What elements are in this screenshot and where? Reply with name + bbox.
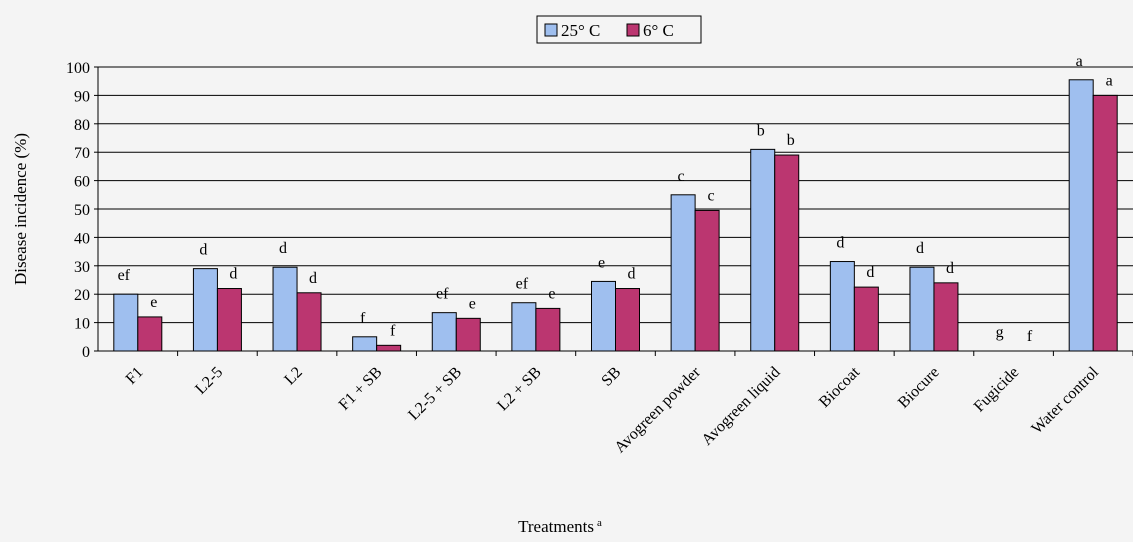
bars — [113, 79, 1118, 352]
bar-6c — [933, 282, 959, 352]
y-tick-label: 70 — [74, 145, 90, 162]
y-tick-label: 0 — [82, 344, 90, 361]
legend-label-25c: 25° C — [561, 21, 600, 40]
y-tick-label: 50 — [74, 202, 90, 219]
y-tick-label: 20 — [74, 287, 90, 304]
significance-label: f — [360, 310, 366, 327]
significance-label: a — [1076, 53, 1083, 70]
significance-label: e — [150, 294, 157, 311]
bar-6c — [694, 209, 720, 352]
bar-25c — [1068, 79, 1094, 352]
significance-label: b — [757, 122, 765, 139]
x-axis-title: Treatments a — [518, 517, 602, 536]
y-tick-label: 30 — [74, 259, 90, 276]
bar-6c — [376, 344, 402, 352]
category-label: Biocure — [895, 364, 943, 412]
significance-label: f — [1027, 328, 1033, 345]
y-axis-title: Disease incidence (%) — [11, 133, 30, 285]
bar-6c — [535, 307, 561, 352]
bar-25c — [192, 268, 218, 352]
category-label: Avogreen powder — [611, 363, 704, 456]
legend-label-6c: 6° C — [643, 21, 674, 40]
bar-6c — [774, 154, 800, 352]
category-label: F1 — [123, 364, 147, 388]
significance-label: e — [548, 285, 555, 302]
significance-label: d — [229, 266, 237, 283]
significance-label: ef — [516, 276, 529, 293]
y-tick-label: 90 — [74, 88, 90, 105]
category-label: L2-5 + SB — [405, 364, 465, 424]
legend-swatch-6c — [626, 23, 640, 37]
bar-6c — [1092, 94, 1118, 352]
grid-lines — [98, 66, 1133, 324]
category-label: Biocoat — [816, 363, 864, 411]
y-tick-label: 40 — [74, 230, 90, 247]
category-label: Fugicide — [971, 364, 1023, 416]
bar-25c — [670, 194, 696, 352]
y-tick-labels: 0 10 20 30 40 50 60 70 80 90 100 — [66, 60, 98, 361]
significance-label: e — [469, 295, 476, 312]
category-label: F1 + SB — [336, 364, 386, 414]
bar-25c — [591, 280, 616, 352]
legend-swatch-25c — [544, 23, 558, 37]
category-labels: F1 L2-5 L2 F1 + SB L2-5 + SB L2 + SB SBAvogree… — [123, 351, 1133, 456]
bar-6c — [615, 288, 640, 352]
significance-label: ef — [436, 286, 449, 303]
bar-25c — [272, 266, 298, 352]
y-tick-label: 100 — [66, 60, 90, 77]
bar-6c — [216, 288, 242, 352]
bar-25c — [909, 266, 935, 352]
significance-label: ef — [118, 267, 131, 284]
legend-box — [536, 15, 702, 44]
significance-label: b — [787, 132, 795, 149]
significance-label: d — [628, 266, 636, 283]
bar-25c — [431, 312, 457, 352]
bar-25c — [352, 336, 378, 352]
significance-label: d — [866, 264, 874, 281]
category-label: SB — [598, 364, 624, 390]
significance-label: d — [836, 235, 844, 252]
bar-6c — [137, 316, 163, 352]
x-axis-title-superscript: a — [597, 517, 602, 529]
category-label: Avogreen liquid — [699, 364, 784, 449]
y-tick-label: 80 — [74, 117, 90, 134]
y-tick-label: 60 — [74, 174, 90, 191]
bar-25c — [750, 148, 776, 352]
y-tick-label: 10 — [74, 316, 90, 333]
bar-6c — [853, 286, 879, 352]
bar-25c — [829, 261, 855, 352]
significance-label: c — [678, 168, 685, 185]
significance-label: d — [946, 260, 954, 277]
legend: 25° C 6° C — [536, 15, 702, 44]
significance-label: d — [916, 240, 924, 257]
significance-label: d — [279, 240, 287, 257]
significance-label: d — [309, 270, 317, 287]
significance-label: f — [390, 322, 396, 339]
significance-label: g — [996, 324, 1004, 341]
category-label: L2-5 — [192, 364, 226, 398]
significance-label: d — [199, 242, 207, 259]
category-label: Water control — [1028, 363, 1102, 437]
category-label: L2 + SB — [494, 364, 544, 414]
bar-6c — [455, 317, 481, 352]
significance-label: c — [708, 187, 715, 204]
significance-labels: ef e d d d d f f ef e ef e e d c c b b d d d d g f a a — [118, 53, 1113, 345]
category-label: L2 — [281, 364, 306, 389]
bar-6c — [296, 292, 322, 352]
significance-label: a — [1106, 72, 1113, 89]
bar-25c — [511, 302, 537, 352]
x-axis-title-text: Treatments — [518, 517, 594, 536]
significance-label: e — [598, 254, 605, 271]
bar-25c — [113, 293, 139, 352]
